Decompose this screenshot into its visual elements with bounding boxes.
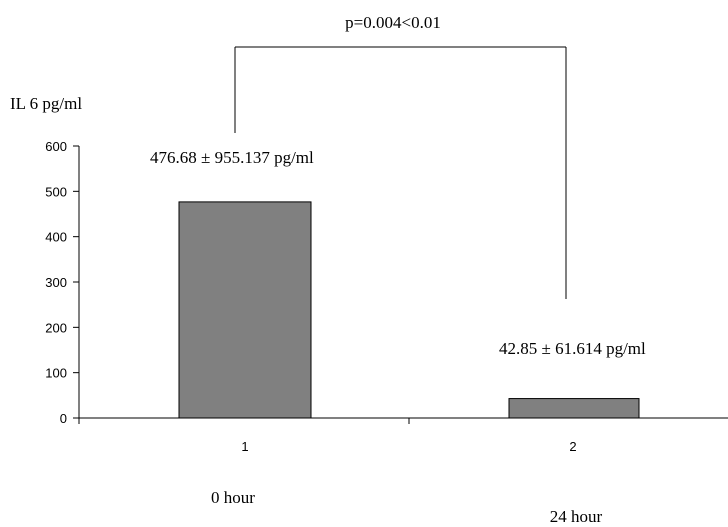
y-tick-label: 200 bbox=[45, 320, 67, 335]
x-tick-label-2: 2 bbox=[569, 439, 576, 454]
value-annotation-2: 42.85 ± 61.614 pg/ml bbox=[499, 339, 646, 358]
y-tick-label: 400 bbox=[45, 230, 67, 245]
category-label-2: 24 hour bbox=[550, 507, 603, 526]
y-tick-label: 100 bbox=[45, 366, 67, 381]
y-tick-label: 300 bbox=[45, 275, 67, 290]
y-tick-label: 600 bbox=[45, 139, 67, 154]
category-label-1: 0 hour bbox=[211, 488, 255, 507]
x-tick-label-1: 1 bbox=[241, 439, 248, 454]
y-axis-ticks: 0 100 200 300 400 500 600 bbox=[45, 139, 79, 426]
y-tick-label: 500 bbox=[45, 184, 67, 199]
value-annotation-1: 476.68 ± 955.137 pg/ml bbox=[150, 148, 314, 167]
y-tick-label: 0 bbox=[60, 411, 67, 426]
bar-1 bbox=[178, 201, 312, 419]
significance-bracket bbox=[234, 46, 567, 299]
y-axis-label: IL 6 pg/ml bbox=[10, 94, 82, 113]
significance-label: p=0.004<0.01 bbox=[345, 13, 441, 32]
bar-2 bbox=[508, 398, 640, 419]
